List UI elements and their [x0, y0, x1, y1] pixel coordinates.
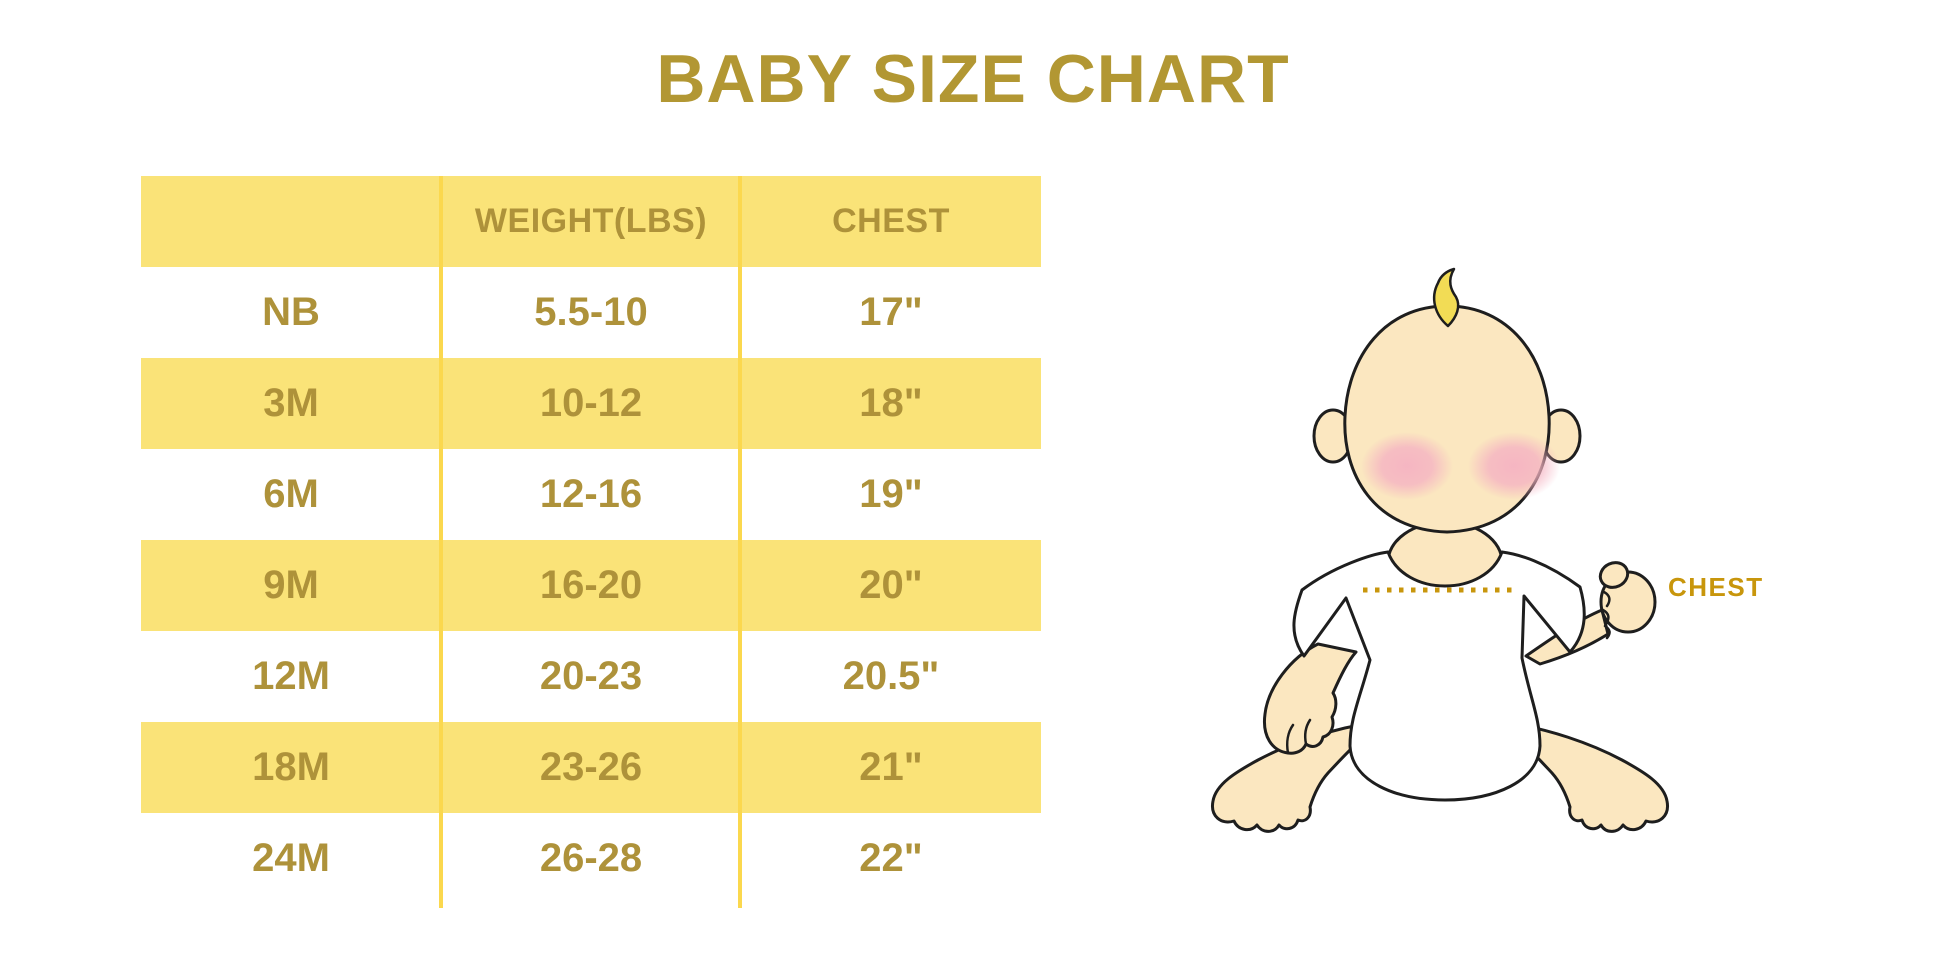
table-row: 12M 20-23 20.5": [141, 631, 1041, 722]
chest-cell: 22": [859, 836, 923, 880]
baby-right-leg: [1500, 720, 1669, 833]
chest-cell: 21": [859, 745, 923, 789]
chest-cell: 19": [859, 472, 923, 516]
chest-cell: 18": [859, 381, 923, 425]
chest-cell: 20.5": [842, 654, 940, 698]
weight-cell: 10-12: [539, 381, 643, 425]
size-cell: 3M: [263, 381, 319, 425]
size-cell: 9M: [263, 563, 319, 607]
size-cell: 24M: [252, 836, 330, 880]
size-cell: 6M: [263, 472, 319, 516]
table-row: 9M 16-20 20": [141, 540, 1041, 631]
header-chest-cell: CHEST: [832, 202, 950, 240]
page-title: BABY SIZE CHART: [656, 41, 1290, 117]
size-cell: 18M: [252, 745, 330, 789]
table-row: 3M 10-12 18": [141, 358, 1041, 449]
header-weight-cell: WEIGHT(LBS): [474, 202, 708, 240]
table-row: 24M 26-28 22": [141, 813, 1041, 904]
weight-cell: 26-28: [539, 836, 643, 880]
chest-cell: 17": [859, 290, 923, 334]
baby-left-leg: [1211, 720, 1380, 833]
baby-thumb: [1598, 561, 1630, 589]
table-column-divider: [738, 176, 742, 908]
baby-left-arm: [1262, 642, 1358, 755]
weight-cell: 16-20: [539, 563, 643, 607]
table-row: 18M 23-26 21": [141, 722, 1041, 813]
baby-right-cheek-blush: [1468, 432, 1560, 500]
weight-cell: 12-16: [539, 472, 643, 516]
baby-left-hand-finger-lines: [1285, 718, 1312, 755]
weight-cell: 20-23: [539, 654, 643, 698]
size-table: WEIGHT(LBS) CHEST NB 5.5-10 17" 3M 10-12…: [141, 176, 1041, 904]
header-size-cell: [141, 176, 441, 267]
baby-left-cheek-blush: [1361, 432, 1453, 500]
weight-cell: 23-26: [539, 745, 643, 789]
weight-cell: 5.5-10: [534, 290, 648, 334]
baby-shirt: [1292, 550, 1586, 802]
chest-measure-label: CHEST: [1668, 572, 1764, 602]
size-cell: 12M: [252, 654, 330, 698]
size-cell: NB: [262, 290, 320, 334]
baby-hair-curl: [1432, 267, 1460, 328]
table-header-row: WEIGHT(LBS) CHEST: [141, 176, 1041, 267]
baby-illustration: [1211, 267, 1669, 833]
table-row: NB 5.5-10 17": [141, 267, 1041, 358]
chest-cell: 20": [859, 563, 923, 607]
baby-knuckle-lines: [1601, 590, 1611, 640]
table-row: 6M 12-16 19": [141, 449, 1041, 540]
table-column-divider: [439, 176, 443, 908]
